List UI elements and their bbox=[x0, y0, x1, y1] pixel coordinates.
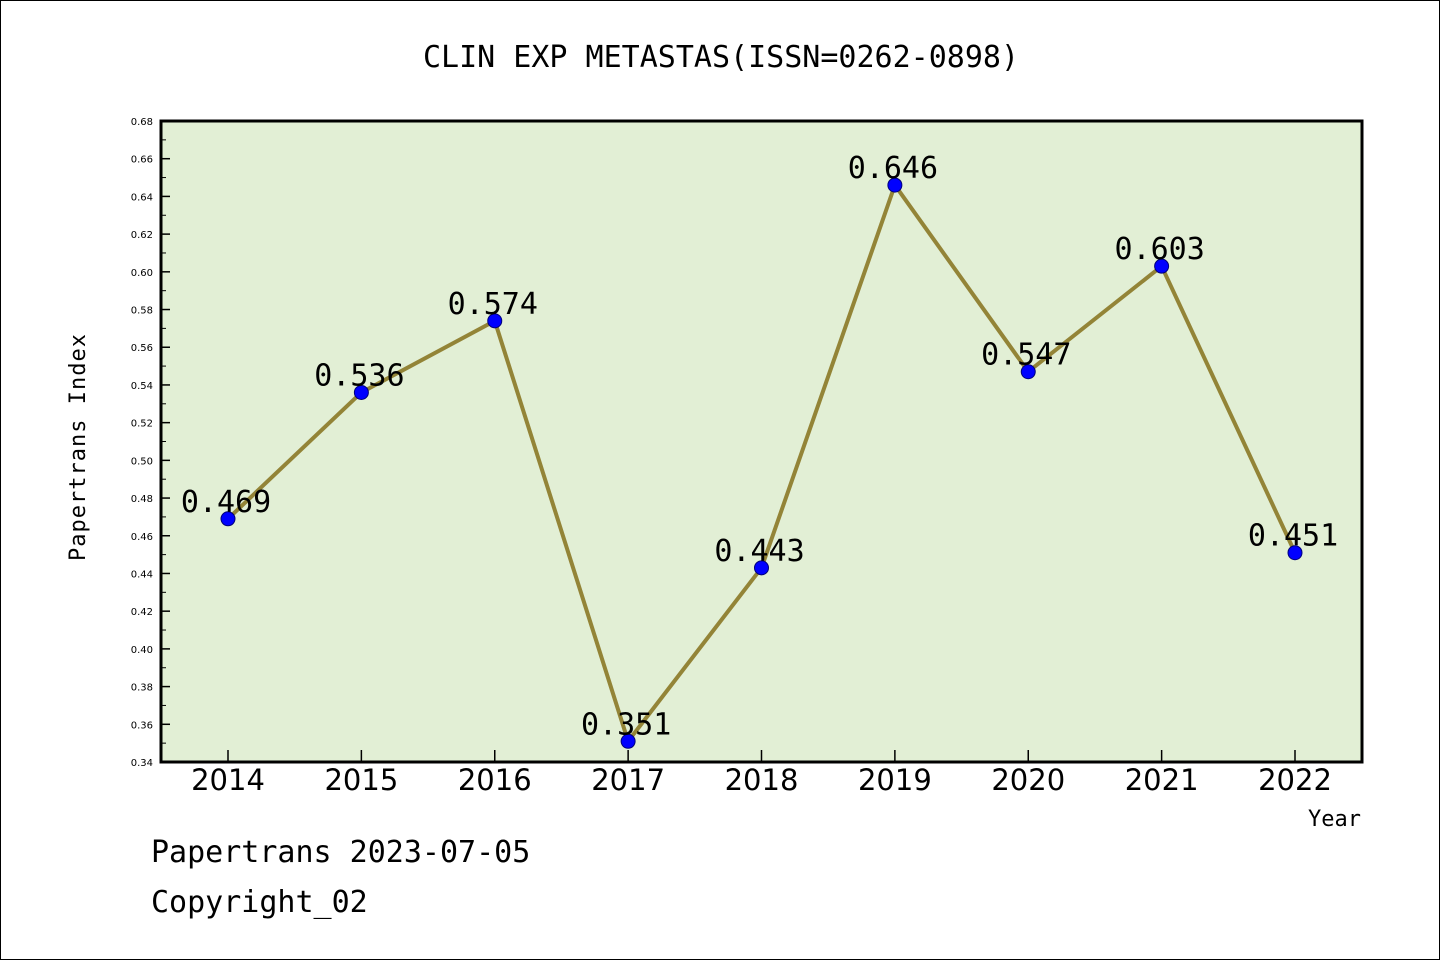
y-tick-label: 0.38 bbox=[131, 683, 153, 694]
y-tick-label: 0.58 bbox=[131, 306, 153, 317]
x-tick-label: 2019 bbox=[858, 763, 932, 797]
data-point bbox=[1154, 258, 1170, 274]
plot-area bbox=[161, 121, 1362, 762]
y-tick-label: 0.60 bbox=[131, 268, 153, 279]
y-tick-label: 0.50 bbox=[131, 456, 153, 467]
plot-border bbox=[159, 119, 1364, 764]
y-tick-label: 0.40 bbox=[131, 645, 153, 656]
y-axis-label: Papertrans Index bbox=[66, 333, 91, 561]
x-tick-label: 2021 bbox=[1125, 763, 1199, 797]
y-tick-label: 0.56 bbox=[131, 343, 153, 354]
x-axis: 2014 2015 2016 2017 2018 2019 2020 2021 2022 bbox=[191, 750, 1332, 797]
y-axis: 0.34 0.36 0.38 0.40 0.42 0.44 0.46 0.48 0.50 0.52… bbox=[131, 117, 170, 769]
data-label: 0.443 bbox=[714, 534, 804, 569]
data-point bbox=[754, 560, 769, 576]
y-tick-label: 0.36 bbox=[131, 720, 153, 731]
y-tick-label: 0.42 bbox=[131, 607, 153, 618]
x-tick-label: 2022 bbox=[1258, 763, 1332, 797]
series-layer: 0.469 0.536 0.574 0.351 0.443 0.646 0.547 0.603… bbox=[181, 151, 1338, 749]
y-tick-label: 0.68 bbox=[131, 117, 153, 128]
data-point bbox=[1020, 364, 1036, 380]
data-label: 0.574 bbox=[448, 287, 538, 322]
footer-copyright: Copyright_02 bbox=[151, 885, 368, 920]
data-label: 0.646 bbox=[848, 151, 938, 186]
y-tick-label: 0.66 bbox=[131, 155, 153, 166]
data-point bbox=[1287, 545, 1303, 561]
y-tick-label: 0.52 bbox=[131, 419, 153, 430]
x-tick-label: 2018 bbox=[725, 763, 799, 797]
y-tick-label: 0.44 bbox=[131, 569, 153, 580]
y-tick-label: 0.62 bbox=[131, 230, 153, 241]
data-label: 0.351 bbox=[581, 707, 671, 742]
x-tick-label: 2014 bbox=[191, 763, 265, 797]
y-tick-label: 0.64 bbox=[131, 192, 153, 203]
y-tick-label: 0.54 bbox=[131, 381, 153, 392]
data-point bbox=[620, 733, 636, 749]
data-point bbox=[887, 177, 903, 193]
y-tick-label: 0.46 bbox=[131, 532, 153, 543]
footer-date: Papertrans 2023-07-05 bbox=[151, 835, 531, 870]
data-point bbox=[487, 313, 503, 329]
y-tick-label: 0.48 bbox=[131, 494, 153, 505]
x-axis-label: Year bbox=[1308, 807, 1361, 832]
x-tick-label: 2017 bbox=[591, 763, 665, 797]
data-label: 0.547 bbox=[981, 338, 1071, 373]
x-tick-label: 2016 bbox=[458, 763, 532, 797]
data-label: 0.536 bbox=[314, 358, 404, 393]
data-label: 0.469 bbox=[181, 485, 271, 520]
data-label: 0.603 bbox=[1114, 232, 1204, 267]
y-tick-label: 0.34 bbox=[131, 758, 153, 769]
x-tick-label: 2015 bbox=[324, 763, 398, 797]
chart-title: CLIN EXP METASTAS(ISSN=0262-0898) bbox=[423, 40, 1019, 75]
data-label: 0.451 bbox=[1248, 519, 1338, 554]
data-point bbox=[220, 511, 236, 527]
data-point bbox=[353, 384, 369, 400]
x-tick-label: 2020 bbox=[991, 763, 1065, 797]
